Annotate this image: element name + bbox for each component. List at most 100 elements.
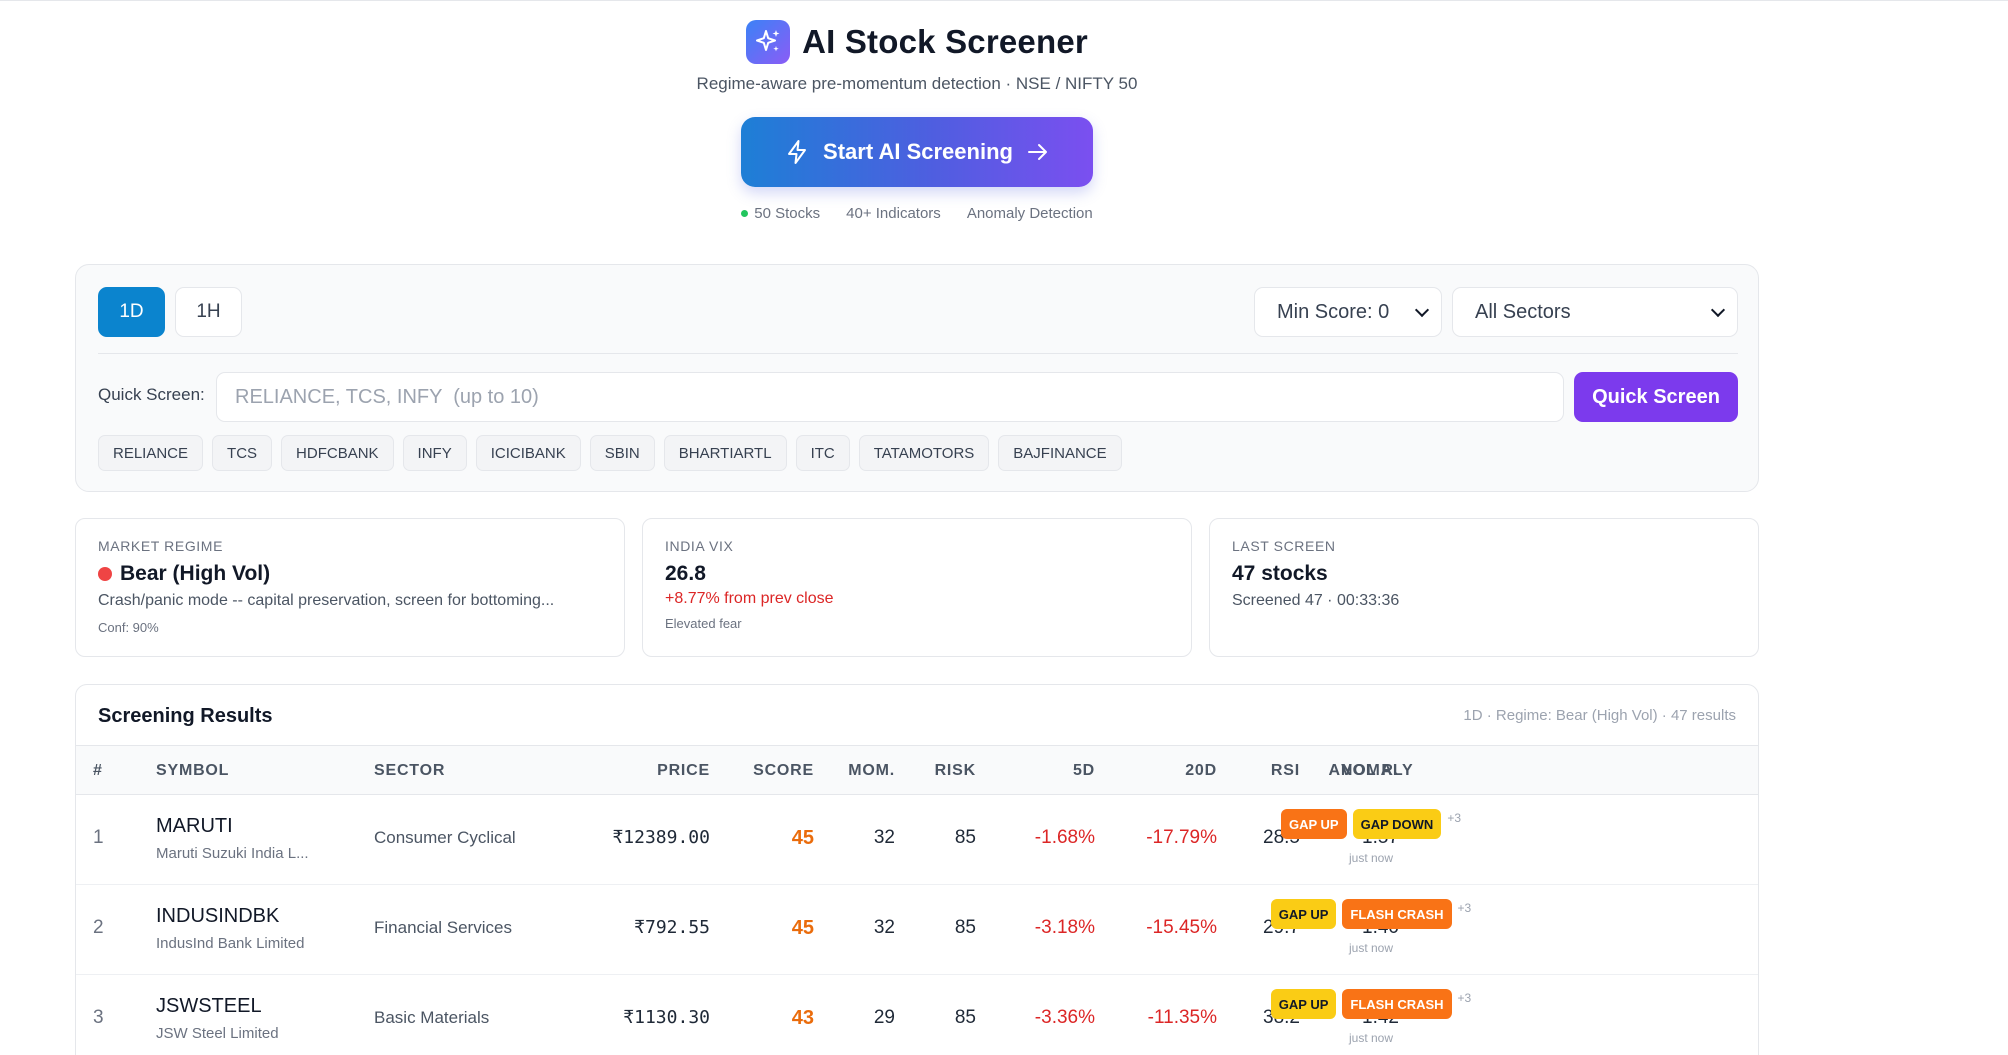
quick-screen-label: Quick Screen: [98, 385, 205, 404]
col-risk[interactable]: RISK [934, 762, 976, 779]
chip-tatamotors[interactable]: TATAMOTORS [858, 435, 990, 471]
row-5d-change: -1.68% [1034, 827, 1095, 848]
regime-status-dot-icon [98, 567, 112, 581]
lightning-icon [788, 140, 807, 164]
row-number: 1 [93, 827, 104, 848]
col-price[interactable]: PRICE [657, 762, 710, 779]
anomaly-badge: FLASH CRASH [1342, 899, 1452, 929]
col-momentum[interactable]: MOM. [848, 762, 895, 779]
top-border [0, 0, 2008, 1]
timeframe-1d-button[interactable]: 1D [98, 287, 165, 337]
chip-infy[interactable]: INFY [402, 435, 467, 471]
results-title: Screening Results [98, 705, 273, 727]
row-company-name: JSW Steel Limited [156, 1025, 279, 1042]
row-20d-change: -17.79% [1146, 827, 1217, 848]
table-row[interactable]: 1 MARUTI Maruti Suzuki India L... Consum… [76, 795, 1758, 885]
row-momentum: 32 [873, 827, 895, 848]
last-screen-card: LAST SCREEN 47 stocks Screened 47 · 00:3… [1209, 518, 1759, 657]
quick-screen-input[interactable] [216, 372, 1564, 422]
table-row[interactable]: 2 INDUSINDBK IndusInd Bank Limited Finan… [76, 885, 1758, 975]
feature-anomaly: Anomaly Detection [967, 205, 1093, 222]
row-timestamp: just now [1348, 1031, 1394, 1045]
market-regime-desc: Crash/panic mode -- capital preservation… [98, 592, 555, 609]
row-score: 45 [791, 827, 814, 849]
chip-icicibank[interactable]: ICICIBANK [475, 435, 581, 471]
row-anomaly-badges: GAP UP FLASH CRASH +3 [1256, 989, 1486, 1019]
feature-anomaly-label: Anomaly Detection [966, 205, 1093, 222]
col-score[interactable]: SCORE [753, 762, 814, 779]
feature-stocks-label: 50 Stocks [754, 205, 821, 222]
sector-value: All Sectors [1475, 300, 1571, 323]
anomaly-more-count[interactable]: +3 [1447, 811, 1461, 825]
sector-select[interactable]: All Sectors [1452, 287, 1738, 337]
quick-screen-button[interactable]: Quick Screen [1574, 372, 1738, 422]
row-momentum: 29 [873, 1007, 895, 1028]
india-vix-card: INDIA VIX 26.8 +8.77% from prev close El… [642, 518, 1192, 657]
col-20d[interactable]: 20D [1185, 762, 1217, 779]
chip-tcs[interactable]: TCS [212, 435, 273, 471]
chip-bajfinance[interactable]: BAJFINANCE [998, 435, 1122, 471]
row-5d-change: -3.18% [1034, 917, 1095, 938]
row-price: ₹1130.30 [623, 1007, 710, 1028]
col-sector[interactable]: SECTOR [374, 762, 446, 779]
chip-sbin[interactable]: SBIN [589, 435, 655, 471]
last-screen-desc: Screened 47 · 00:33:36 [1232, 592, 1400, 609]
control-panel: 1D 1H Min Score: 0 All Sectors Quick Scr… [75, 264, 1759, 492]
india-vix-change: +8.77% from prev close [665, 590, 834, 607]
market-regime-value: Bear (High Vol) [98, 562, 602, 586]
row-sector: Financial Services [374, 918, 512, 937]
chip-reliance[interactable]: RELIANCE [98, 435, 204, 471]
row-symbol: MARUTI [156, 815, 233, 837]
anomaly-badge: GAP UP [1280, 809, 1347, 839]
feature-list: 50 Stocks 40+ Indicators Anomaly Detecti… [0, 205, 1834, 222]
india-vix-value: 26.8 [665, 562, 706, 585]
timeframe-1h-button[interactable]: 1H [175, 287, 242, 337]
chip-bhartiartl[interactable]: BHARTIARTL [663, 435, 787, 471]
min-score-select[interactable]: Min Score: 0 [1254, 287, 1442, 337]
page-title: AI Stock Screener [802, 23, 1088, 60]
row-number: 2 [93, 917, 104, 938]
row-timestamp: just now [1348, 941, 1394, 955]
results-meta: 1D · Regime: Bear (High Vol) · 47 result… [1463, 707, 1736, 724]
col-5d[interactable]: 5D [1072, 762, 1095, 779]
row-company-name: Maruti Suzuki India L... [156, 845, 309, 862]
row-5d-change: -3.36% [1034, 1007, 1095, 1028]
feature-stocks: 50 Stocks [741, 205, 820, 222]
chevron-down-icon [1414, 302, 1430, 317]
row-risk: 85 [954, 917, 976, 938]
anomaly-badge: GAP UP [1270, 899, 1337, 929]
anomaly-more-count[interactable]: +3 [1457, 901, 1472, 915]
col-symbol[interactable]: SYMBOL [156, 762, 230, 779]
anomaly-more-count[interactable]: +3 [1457, 991, 1472, 1005]
row-number: 3 [93, 1007, 104, 1028]
start-screening-button[interactable]: Start AI Screening [741, 117, 1093, 187]
row-risk: 85 [954, 827, 976, 848]
row-20d-change: -11.35% [1147, 1007, 1217, 1028]
last-screen-label: LAST SCREEN [1232, 538, 1336, 554]
col-rsi[interactable]: RSI [1270, 762, 1300, 779]
page-subtitle: Regime-aware pre-momentum detection · NS… [696, 74, 1138, 93]
feature-indicators: 40+ Indicators [846, 205, 941, 222]
row-risk: 85 [954, 1007, 976, 1028]
feature-indicators-label: 40+ Indicators [846, 205, 941, 222]
row-company-name: IndusInd Bank Limited [156, 935, 305, 952]
start-screening-label: Start AI Screening [823, 139, 1013, 164]
col-num[interactable]: # [93, 762, 103, 779]
status-dot-icon [741, 210, 749, 217]
row-sector: Consumer Cyclical [374, 828, 516, 847]
chip-hdfcbank[interactable]: HDFCBANK [281, 435, 394, 471]
row-timestamp: just now [1348, 851, 1394, 865]
market-regime-conf: Conf: 90% [98, 620, 159, 635]
row-momentum: 32 [873, 917, 895, 938]
chip-itc[interactable]: ITC [795, 435, 850, 471]
table-row[interactable]: 3 JSWSTEEL JSW Steel Limited Basic Mater… [76, 975, 1758, 1055]
last-screen-value: 47 stocks [1232, 562, 1328, 585]
arrow-right-icon [1027, 144, 1047, 160]
sparkles-icon [746, 20, 791, 64]
col-anomaly[interactable]: ANOMALY [1328, 762, 1414, 779]
chevron-down-icon [1710, 302, 1726, 317]
col-volume-ratio[interactable]: VOL R. [1341, 762, 1399, 779]
row-anomaly-badges: GAP UP GAP DOWN +3 [1256, 809, 1486, 839]
row-score: 45 [791, 917, 814, 939]
row-symbol: JSWSTEEL [156, 995, 262, 1017]
